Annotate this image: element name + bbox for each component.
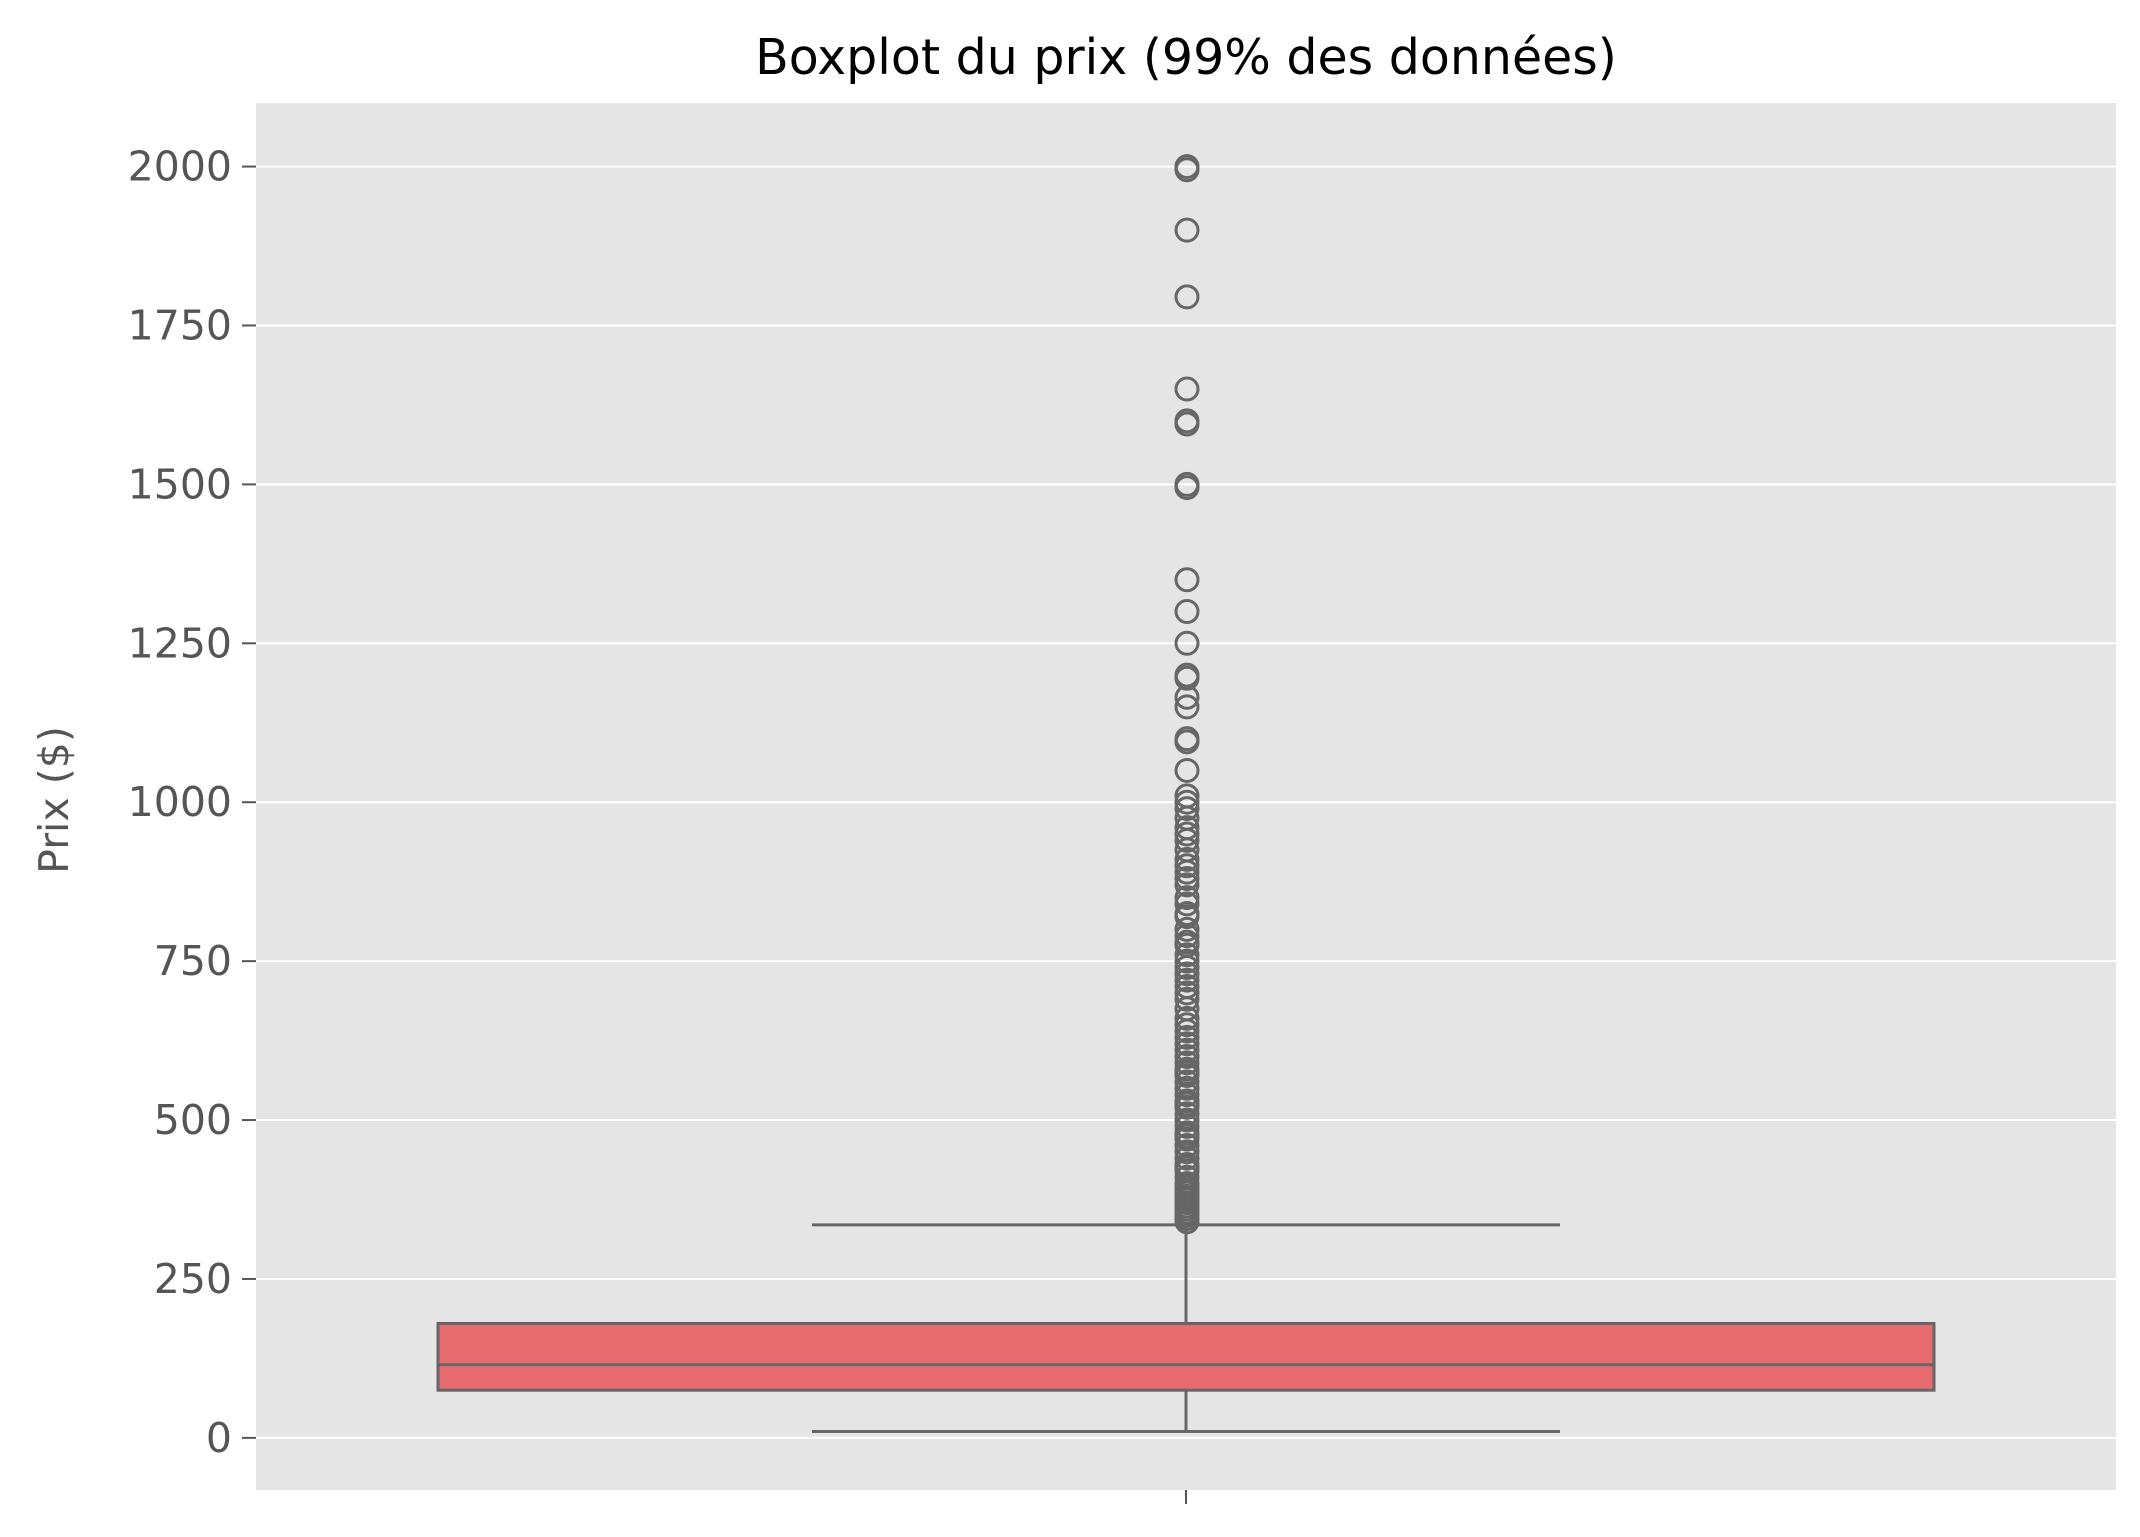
y-tick-label: 1750 (128, 301, 232, 349)
y-tick-label: 1000 (128, 778, 232, 826)
outlier-point (1174, 885, 1200, 911)
box-iqr (436, 1321, 1936, 1392)
outlier-point (1174, 986, 1200, 1012)
y-tick-label: 0 (206, 1414, 232, 1462)
outlier-point (1174, 1012, 1200, 1038)
outlier-point (1174, 872, 1200, 898)
outlier-point (1174, 599, 1200, 625)
chart-title: Boxplot du prix (99% des données) (755, 29, 1617, 86)
outlier-point (1174, 217, 1200, 243)
outlier-point (1174, 967, 1200, 993)
outlier-point (1174, 961, 1200, 987)
outlier-point (1174, 789, 1200, 815)
outlier-point (1174, 853, 1200, 879)
outlier-point (1174, 821, 1200, 847)
outlier-point (1174, 662, 1200, 688)
outlier-point (1174, 1139, 1200, 1165)
outlier-point (1174, 796, 1200, 822)
outlier-point (1174, 694, 1200, 720)
outlier-point (1174, 567, 1200, 593)
outlier-point (1174, 1056, 1200, 1082)
outlier-point (1174, 865, 1200, 891)
y-tick-label: 2000 (128, 143, 232, 191)
y-tick-label: 500 (154, 1096, 232, 1144)
outlier-point (1174, 929, 1200, 955)
y-axis: 0 250 500 750 1000 1250 1500 1750 2000 (128, 143, 256, 1462)
outlier-point (1174, 1050, 1200, 1076)
outlier-point (1174, 630, 1200, 656)
outlier-point (1174, 783, 1200, 809)
outlier-point (1174, 1075, 1200, 1101)
y-tick-label: 1250 (128, 619, 232, 667)
outlier-point (1174, 1132, 1200, 1158)
outlier-point (1174, 726, 1200, 752)
outlier-point (1174, 1043, 1200, 1069)
outlier-point (1174, 408, 1200, 434)
outlier-point (1174, 900, 1200, 926)
outlier-point (1174, 1107, 1200, 1133)
outlier-point (1174, 846, 1200, 872)
outlier-point (1174, 1152, 1200, 1178)
outlier-point (1174, 1031, 1200, 1057)
outlier-point (1174, 1171, 1200, 1197)
outlier-point (1174, 1101, 1200, 1127)
outlier-point (1174, 891, 1200, 917)
outlier-point (1174, 916, 1200, 942)
outlier-point (1174, 942, 1200, 968)
outlier-point (1174, 1069, 1200, 1095)
outlier-point (1174, 154, 1200, 180)
outlier-point (1174, 1120, 1200, 1146)
outlier-point (1174, 1005, 1200, 1031)
outlier-point (1174, 974, 1200, 1000)
outlier-point (1174, 980, 1200, 1006)
y-axis-title: Prix ($) (30, 726, 78, 874)
outlier-point (1174, 284, 1200, 310)
outlier-point (1174, 757, 1200, 783)
outlier-point (1174, 815, 1200, 841)
outlier-point (1174, 376, 1200, 402)
y-tick-label: 1500 (128, 460, 232, 508)
outlier-point (1174, 471, 1200, 497)
outlier-point (1174, 1037, 1200, 1063)
outlier-point (1174, 948, 1200, 974)
y-tick-label: 750 (154, 937, 232, 985)
outlier-point (1174, 1024, 1200, 1050)
outlier-point (1174, 1164, 1200, 1190)
outlier-point (1174, 1088, 1200, 1114)
y-tick-label: 250 (154, 1255, 232, 1303)
outlier-points (1174, 154, 1200, 1235)
